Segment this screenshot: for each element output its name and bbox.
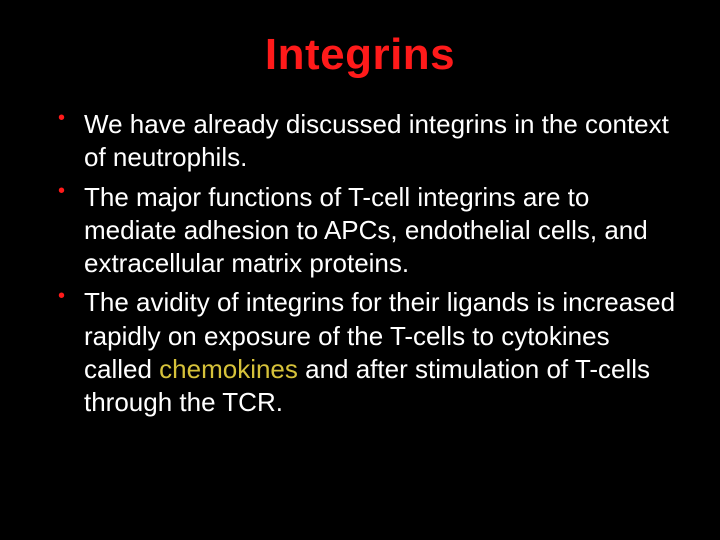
list-item: The major functions of T-cell integrins … [58,181,676,281]
highlight-text: chemokines [159,354,298,384]
bullet-text: We have already discussed integrins in t… [84,109,669,172]
bullet-text: The major functions of T-cell integrins … [84,182,648,279]
slide: Integrins We have already discussed inte… [0,0,720,540]
list-item: The avidity of integrins for their ligan… [58,286,676,419]
slide-title: Integrins [40,30,680,80]
bullet-list: We have already discussed integrins in t… [40,108,680,419]
list-item: We have already discussed integrins in t… [58,108,676,175]
